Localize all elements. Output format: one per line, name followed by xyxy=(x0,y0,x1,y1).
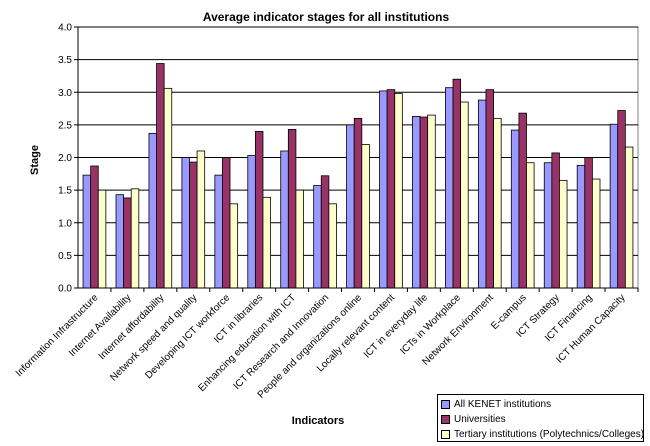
bar xyxy=(394,93,403,289)
bar xyxy=(328,203,337,289)
bar xyxy=(526,162,535,289)
bar xyxy=(320,175,330,289)
legend-label-all-kenet: All KENET institutions xyxy=(454,399,552,410)
bar xyxy=(295,189,304,289)
bar xyxy=(262,196,271,289)
bar xyxy=(485,89,494,289)
bar xyxy=(115,194,125,289)
legend-item-all-kenet: All KENET institutions xyxy=(441,397,640,412)
bar xyxy=(313,185,322,289)
bar xyxy=(346,124,355,289)
bar xyxy=(551,152,560,289)
bar xyxy=(214,174,223,289)
bar xyxy=(254,130,264,289)
x-tick-label: Internet Availability xyxy=(67,292,134,359)
bar xyxy=(247,155,256,289)
x-axis-label: Indicators xyxy=(292,415,345,427)
bar xyxy=(445,87,454,289)
legend-item-tertiary: Tertiary institutions (Polytechnics/Coll… xyxy=(441,427,644,442)
bar xyxy=(543,162,553,289)
bar xyxy=(189,161,198,289)
bar xyxy=(82,174,92,289)
y-axis-label: Stage xyxy=(29,145,41,175)
y-tick-label: 2.5 xyxy=(58,120,72,131)
y-tick-label: 2.0 xyxy=(58,153,72,164)
bar xyxy=(559,179,568,289)
legend-label-tertiary: Tertiary institutions (Polytechnics/Coll… xyxy=(454,429,645,440)
bar xyxy=(412,115,421,289)
bar xyxy=(460,101,469,289)
bar xyxy=(493,117,502,289)
bar xyxy=(584,157,593,289)
bar xyxy=(280,150,289,289)
bar xyxy=(576,164,586,289)
y-tick-label: 1.0 xyxy=(58,218,72,229)
bar xyxy=(609,123,619,289)
bar xyxy=(386,89,396,289)
bar xyxy=(163,87,173,289)
bar xyxy=(518,112,527,289)
y-tick-label: 3.5 xyxy=(58,55,72,66)
bar xyxy=(624,146,634,289)
y-tick-label: 0.5 xyxy=(58,251,72,262)
y-tick-label: 3.0 xyxy=(58,88,72,99)
legend: All KENET institutions Universities Tert… xyxy=(437,394,644,442)
bar xyxy=(591,178,601,289)
bar xyxy=(617,110,626,289)
bar xyxy=(353,117,363,289)
legend-swatch-universities xyxy=(441,415,450,424)
bar xyxy=(229,203,239,289)
y-tick-labels: 0.0 0.5 1.0 1.5 2.0 2.5 3.0 3.5 4.0 xyxy=(58,23,72,295)
bar xyxy=(510,129,520,289)
legend-swatch-tertiary xyxy=(441,430,450,439)
bar xyxy=(287,129,297,289)
y-tick-label: 4.0 xyxy=(58,23,72,34)
bar xyxy=(130,188,140,289)
bar xyxy=(196,150,206,289)
bar xyxy=(222,157,231,289)
legend-label-universities: Universities xyxy=(454,414,506,425)
bar xyxy=(477,99,487,289)
bar xyxy=(452,78,462,289)
bar xyxy=(181,157,190,289)
bar xyxy=(97,189,107,289)
x-tick-label: ICTs in Workplace xyxy=(398,292,463,357)
bar xyxy=(361,144,370,289)
bar xyxy=(123,197,132,289)
y-tick-label: 1.5 xyxy=(58,186,72,197)
bar xyxy=(419,116,429,289)
bar xyxy=(427,114,436,289)
legend-swatch-all-kenet xyxy=(441,400,450,409)
bar xyxy=(156,63,165,289)
bar xyxy=(148,132,157,289)
y-tick-label: 0.0 xyxy=(58,284,72,295)
bar xyxy=(90,165,99,289)
legend-item-universities: Universities xyxy=(441,412,640,427)
chart-title: Average indicator stages for all institu… xyxy=(203,10,450,24)
bar xyxy=(379,90,388,289)
